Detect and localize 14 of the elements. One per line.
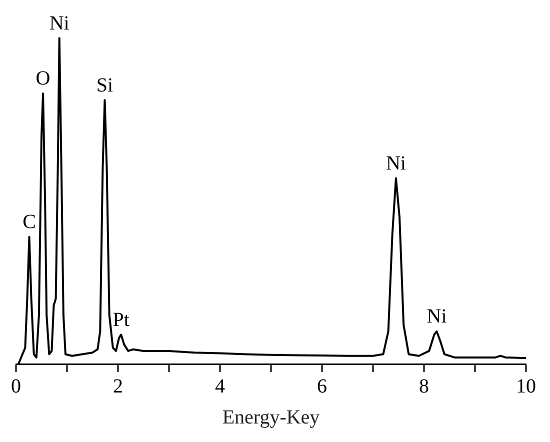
x-axis-title: Energy-Key — [222, 406, 320, 428]
annotation: Ni — [386, 152, 406, 174]
x-tick-label: 4 — [215, 375, 225, 398]
annotation: Ni — [426, 306, 448, 328]
annotation: Pt — [112, 308, 130, 331]
annotation: Ni — [49, 12, 70, 34]
x-tick-label: 2 — [113, 375, 123, 398]
annotation: C — [22, 211, 36, 234]
x-tick-label: 10 — [516, 375, 536, 398]
annotation: O — [36, 68, 50, 90]
x-tick-label: 8 — [419, 375, 429, 398]
annotation: Si — [96, 74, 114, 96]
x-tick-label: 0 — [11, 375, 21, 398]
x-tick-label: 6 — [317, 375, 327, 398]
